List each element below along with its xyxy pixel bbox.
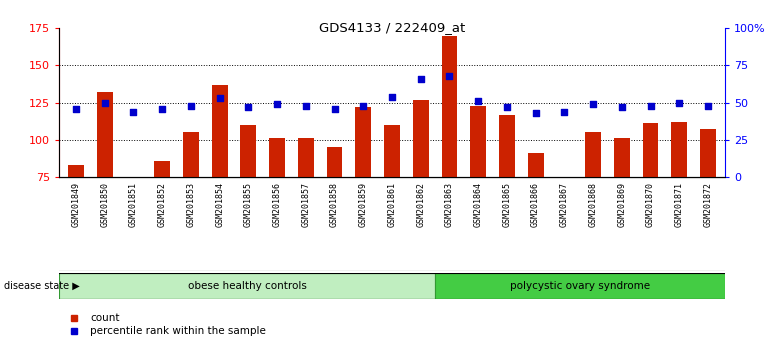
Bar [355,107,371,177]
Bar [327,147,343,177]
Bar [298,138,314,177]
Text: GSM201868: GSM201868 [589,182,597,227]
Bar [413,100,429,177]
Bar [585,132,601,177]
Point [299,103,312,108]
Bar [183,132,199,177]
Text: GSM201852: GSM201852 [158,182,167,227]
Bar [154,161,170,177]
Text: GSM201859: GSM201859 [359,182,368,227]
Text: GSM201849: GSM201849 [71,182,81,227]
Text: GDS4133 / 222409_at: GDS4133 / 222409_at [319,21,465,34]
Point [242,104,255,110]
Point [529,110,542,116]
Text: GSM201857: GSM201857 [301,182,310,227]
Point [99,100,111,105]
Bar [700,130,716,177]
Text: GSM201850: GSM201850 [100,182,109,227]
Text: GSM201858: GSM201858 [330,182,339,227]
Bar [435,273,725,299]
Point [558,109,571,114]
Text: GSM201869: GSM201869 [617,182,626,227]
Bar [441,36,457,177]
Text: GSM201853: GSM201853 [187,182,195,227]
Text: GSM201870: GSM201870 [646,182,655,227]
Point [415,76,427,82]
Text: GSM201867: GSM201867 [560,182,569,227]
Bar [68,165,84,177]
Text: GSM201855: GSM201855 [244,182,253,227]
Text: polycystic ovary syndrome: polycystic ovary syndrome [510,281,651,291]
Point [644,103,657,108]
Point [472,98,485,104]
Text: GSM201865: GSM201865 [503,182,511,227]
Bar [212,85,227,177]
Text: GSM201866: GSM201866 [531,182,540,227]
Point [270,101,283,107]
Bar [269,138,285,177]
Point [673,100,685,105]
Bar [614,138,630,177]
Bar [384,125,400,177]
Point [615,104,628,110]
Point [185,103,198,108]
Point [501,104,514,110]
Bar [643,124,659,177]
Text: GSM201871: GSM201871 [675,182,684,227]
Bar [470,105,486,177]
Text: GSM201854: GSM201854 [215,182,224,227]
Text: obese healthy controls: obese healthy controls [187,281,307,291]
Point [702,103,714,108]
Bar [499,115,515,177]
Point [70,106,82,112]
Text: GSM201862: GSM201862 [416,182,425,227]
Point [127,109,140,114]
Point [443,73,456,79]
Bar [528,153,543,177]
Text: GSM201861: GSM201861 [387,182,397,227]
Bar [241,125,256,177]
Point [328,106,341,112]
Bar [97,92,113,177]
Text: GSM201864: GSM201864 [474,182,483,227]
Point [586,101,599,107]
Text: GSM201872: GSM201872 [703,182,713,227]
Text: GSM201851: GSM201851 [129,182,138,227]
Point [386,94,398,99]
Point [357,103,369,108]
Bar [671,122,687,177]
Point [213,95,226,101]
Text: GSM201863: GSM201863 [445,182,454,227]
Point [156,106,169,112]
Bar [59,273,435,299]
Text: disease state ▶: disease state ▶ [4,281,80,291]
Legend: count, percentile rank within the sample: count, percentile rank within the sample [64,313,266,336]
Text: GSM201856: GSM201856 [273,182,281,227]
